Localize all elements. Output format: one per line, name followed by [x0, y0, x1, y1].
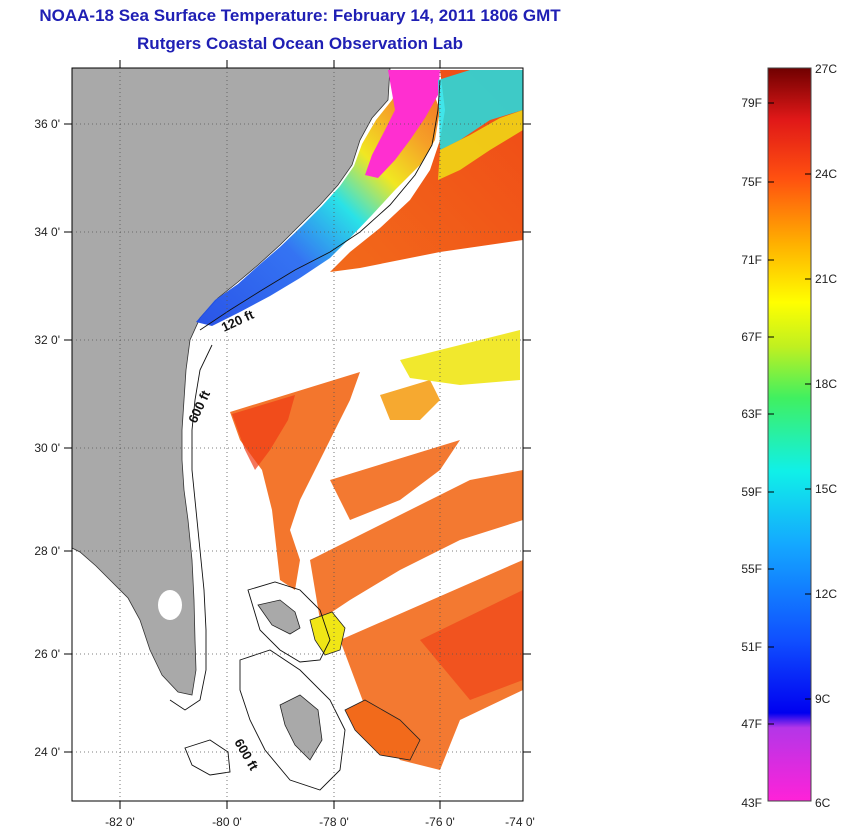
warm-patch-3: [330, 440, 460, 520]
lon-label: -78 0': [319, 815, 349, 829]
gulf-stream-cyan: [438, 70, 523, 150]
bahamas-island-4: [344, 699, 421, 761]
map-frame: [71, 67, 524, 802]
contour-bahamas: [247, 581, 331, 663]
lon-label: -82 0': [105, 815, 135, 829]
lat-label: 34 0': [34, 225, 60, 239]
colorbar-f-label: 75F: [741, 175, 762, 189]
colorbar-c-label: 9C: [815, 692, 831, 706]
contour-bahamas-2: [239, 649, 346, 791]
lat-label: 26 0': [34, 647, 60, 661]
colorbar-c-label: 6C: [815, 796, 831, 810]
gulf-stream-yellow: [438, 110, 523, 180]
contour-cuba: [184, 739, 231, 776]
lon-label: -76 0': [425, 815, 455, 829]
colorbar-c-label: 18C: [815, 377, 837, 391]
lat-label: 32 0': [34, 333, 60, 347]
land-mass: [72, 68, 391, 696]
colorbar-f-label: 43F: [741, 796, 762, 810]
colorbar-f-label: 67F: [741, 330, 762, 344]
warm-patch-4: [310, 470, 523, 620]
lat-label: 24 0': [34, 745, 60, 759]
colorbar-f-label: 51F: [741, 640, 762, 654]
pamlico-sound: [365, 70, 440, 178]
colorbar-f-label: 55F: [741, 562, 762, 576]
warm-patch-2: [400, 330, 520, 385]
bahamas-island-1: [257, 599, 301, 635]
colorbar-f-label: 79F: [741, 96, 762, 110]
map-subtitle: Rutgers Coastal Ocean Observation Lab: [137, 34, 463, 53]
colorbar-c-label: 24C: [815, 167, 837, 181]
colorbar-f-label: 59F: [741, 485, 762, 499]
map-title: NOAA-18 Sea Surface Temperature: Februar…: [39, 6, 561, 25]
colorbar-f-label: 47F: [741, 717, 762, 731]
colorbar-f-ticks: [768, 102, 774, 725]
colorbar-c-label: 27C: [815, 62, 837, 76]
warm-patch-1: [380, 380, 440, 420]
colorbar-gradient: [767, 67, 812, 802]
lon-label: -74 0': [505, 815, 535, 829]
colorbar-c-label: 21C: [815, 272, 837, 286]
lon-label: -80 0': [212, 815, 242, 829]
lat-label: 30 0': [34, 441, 60, 455]
colorbar-c-label: 15C: [815, 482, 837, 496]
warm-swath-hot: [232, 395, 295, 470]
colorbar-f-label: 63F: [741, 407, 762, 421]
contour-600ft: [169, 344, 213, 711]
colorbar-f-label: 71F: [741, 253, 762, 267]
lat-label: 36 0': [34, 117, 60, 131]
axis-ticks: [64, 60, 531, 809]
lake-okeechobee: [158, 590, 182, 620]
lat-label: 28 0': [34, 544, 60, 558]
colorbar-c-label: 12C: [815, 587, 837, 601]
colorbar-c-ticks: [805, 173, 811, 700]
bahamas-island-3: [279, 694, 323, 761]
warm-patch-6: [420, 590, 523, 700]
